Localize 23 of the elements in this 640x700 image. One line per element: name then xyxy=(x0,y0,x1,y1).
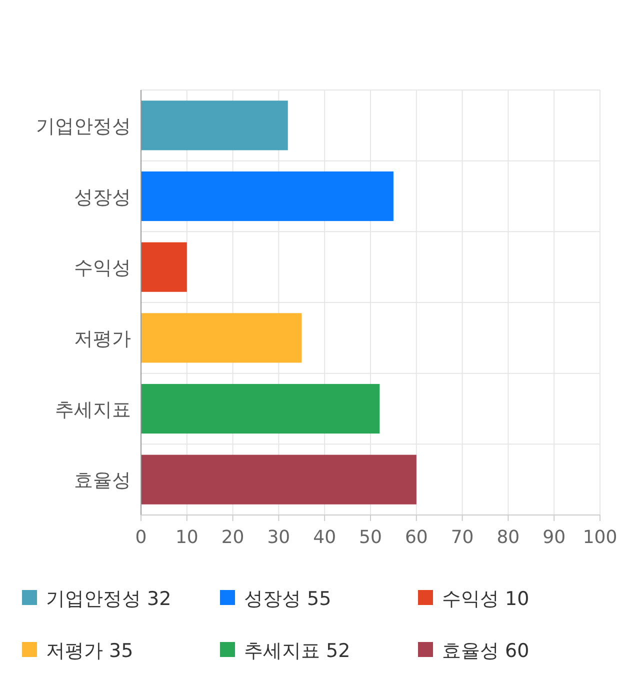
x-tick-label: 60 xyxy=(404,527,428,548)
y-tick-label: 추세지표 xyxy=(55,398,131,421)
x-tick-label: 40 xyxy=(313,527,336,548)
x-tick-label: 90 xyxy=(542,527,566,548)
y-tick-label: 성장성 xyxy=(74,186,131,208)
x-tick-label: 50 xyxy=(359,527,382,548)
x-tick-label: 0 xyxy=(135,527,147,548)
legend-label: 성장성 55 xyxy=(244,588,332,610)
x-tick-label: 100 xyxy=(582,527,618,548)
legend-label: 효율성 60 xyxy=(442,640,530,662)
y-tick-label: 저평가 xyxy=(74,328,131,350)
y-tick-label: 수익성 xyxy=(74,257,131,280)
y-tick-label: 효율성 xyxy=(74,470,131,492)
x-tick-label: 70 xyxy=(450,527,474,548)
x-tick-label: 20 xyxy=(221,527,244,548)
legend-label: 저평가 35 xyxy=(46,640,134,662)
x-tick-label: 10 xyxy=(175,527,198,548)
legend-label: 수익성 10 xyxy=(442,588,530,610)
x-tick-label: 30 xyxy=(267,527,290,548)
y-tick-label: 기업안정성 xyxy=(36,115,131,138)
legend-label: 기업안정성 32 xyxy=(46,588,172,610)
x-tick-label: 80 xyxy=(496,527,520,548)
legend-label: 추세지표 52 xyxy=(244,640,350,662)
